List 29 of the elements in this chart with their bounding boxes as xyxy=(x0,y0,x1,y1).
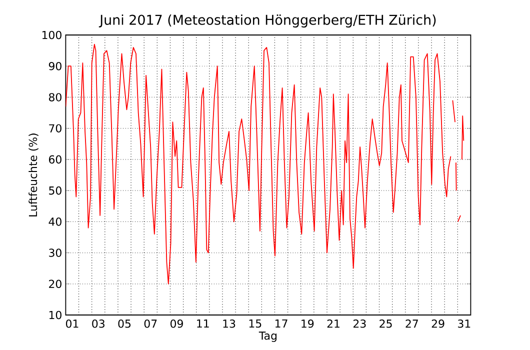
x-tick-label: 03 xyxy=(92,320,104,328)
x-tick-label: 27 xyxy=(406,320,418,328)
y-tick-label: 90 xyxy=(48,62,62,70)
x-tick-label: 13 xyxy=(223,320,236,328)
x-tick-label: 19 xyxy=(302,320,314,328)
y-tick-label: 60 xyxy=(49,155,62,164)
y-tick-label: 80 xyxy=(48,93,62,102)
x-tick-label: 17 xyxy=(275,320,288,328)
x-tick-label: 11 xyxy=(197,320,209,328)
y-tick-label: 70 xyxy=(49,124,62,132)
y-tick-label: 50 xyxy=(49,186,62,195)
x-tick-label: 21 xyxy=(327,320,340,328)
y-tick-label: 20 xyxy=(49,280,62,288)
y-tick-label: 30 xyxy=(49,248,62,257)
chart-title: Juni 2017 (Meteostation Hönggerberg/ETH Zürich) xyxy=(98,14,436,28)
x-tick-label: 05 xyxy=(118,320,131,328)
y-tick-label: 10 xyxy=(49,310,62,320)
x-axis-title: Tag xyxy=(258,332,276,342)
x-tick-label: 25 xyxy=(380,320,392,328)
x-tick-label: 31 xyxy=(458,320,470,328)
x-tick-label: 01 xyxy=(66,320,78,328)
x-tick-label: 07 xyxy=(144,320,157,328)
y-tick-label: 100 xyxy=(42,30,62,40)
x-tick-label: 29 xyxy=(432,320,444,328)
x-tick-label: 09 xyxy=(170,320,183,328)
y-tick-label: 40 xyxy=(48,218,62,226)
x-tick-label: 23 xyxy=(353,320,366,328)
x-tick-label: 15 xyxy=(249,320,262,328)
y-axis-title: Luftfeuchte (%) xyxy=(28,134,38,216)
